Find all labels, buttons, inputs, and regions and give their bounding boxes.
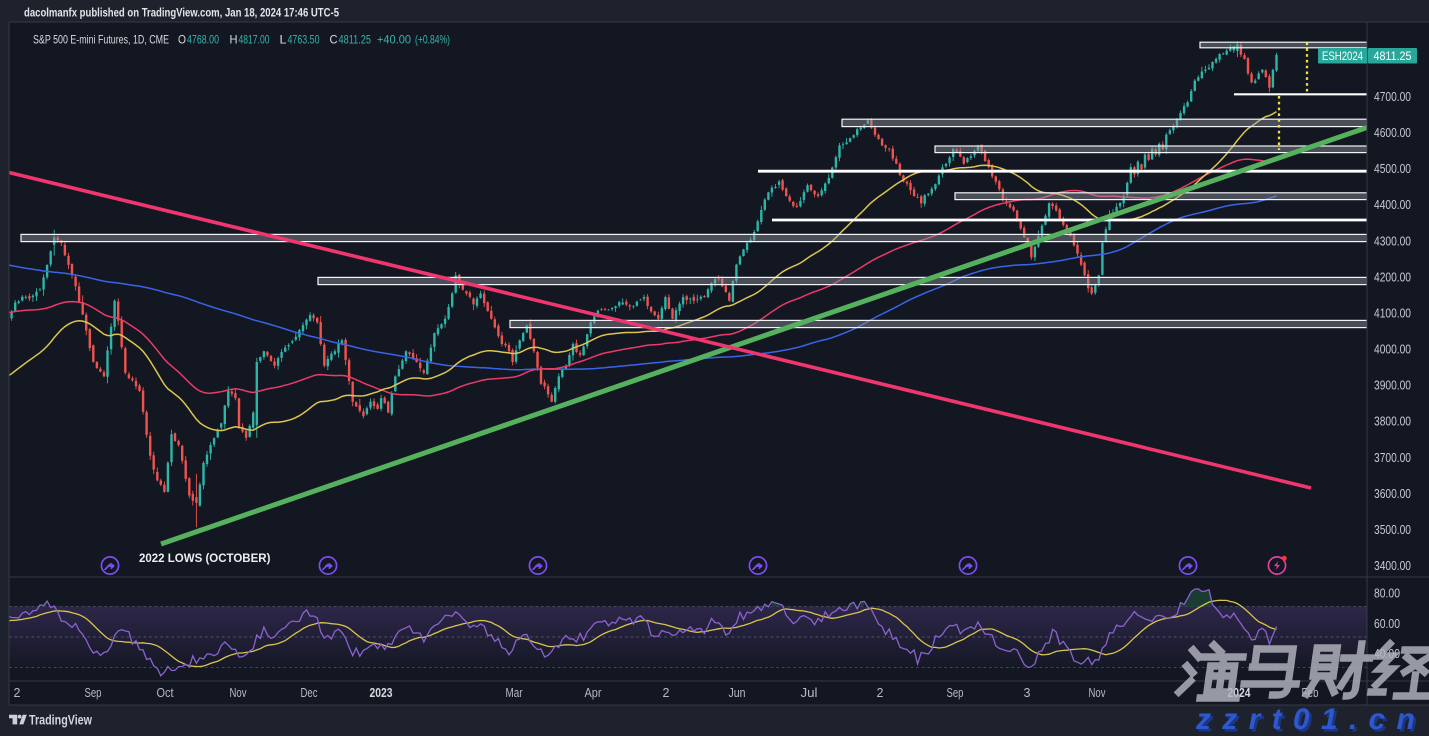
svg-text:dacolmanfx published on Tradin: dacolmanfx published on TradingView.com,… bbox=[24, 6, 339, 20]
svg-text:80.00: 80.00 bbox=[1374, 585, 1400, 600]
svg-text:Dec: Dec bbox=[301, 686, 318, 700]
svg-text:(+0.84%): (+0.84%) bbox=[415, 33, 450, 47]
svg-text:zzrt01.cn: zzrt01.cn bbox=[1195, 703, 1426, 736]
svg-text:4500.00: 4500.00 bbox=[1374, 161, 1411, 176]
svg-text:4817.00: 4817.00 bbox=[239, 33, 270, 47]
svg-text:60.00: 60.00 bbox=[1374, 616, 1400, 631]
svg-text:3400.00: 3400.00 bbox=[1374, 558, 1411, 573]
svg-text:+40.00: +40.00 bbox=[377, 33, 411, 47]
svg-text:Sep: Sep bbox=[947, 686, 964, 700]
svg-text:Apr: Apr bbox=[585, 686, 602, 700]
svg-text:3500.00: 3500.00 bbox=[1374, 522, 1411, 537]
svg-text:4763.50: 4763.50 bbox=[288, 33, 320, 47]
svg-text:3900.00: 3900.00 bbox=[1374, 378, 1411, 393]
svg-text:Mar: Mar bbox=[506, 686, 523, 700]
svg-text:Nov: Nov bbox=[1089, 686, 1107, 700]
svg-text:TradingView: TradingView bbox=[29, 713, 92, 728]
svg-text:2: 2 bbox=[663, 686, 670, 700]
svg-text:2023: 2023 bbox=[370, 686, 393, 700]
svg-text:4400.00: 4400.00 bbox=[1374, 197, 1411, 212]
svg-text:3: 3 bbox=[1024, 686, 1031, 700]
svg-text:S&P 500 E-mini Futures, 1D, CM: S&P 500 E-mini Futures, 1D, CME bbox=[33, 33, 169, 47]
svg-text:3800.00: 3800.00 bbox=[1374, 414, 1411, 429]
svg-text:4811.25: 4811.25 bbox=[1374, 49, 1412, 63]
svg-text:4768.00: 4768.00 bbox=[187, 33, 219, 47]
svg-text:2: 2 bbox=[14, 686, 21, 700]
svg-text:Jun: Jun bbox=[729, 686, 746, 700]
svg-text:C: C bbox=[330, 33, 338, 47]
svg-text:L: L bbox=[280, 33, 287, 47]
svg-text:4811.25: 4811.25 bbox=[339, 33, 372, 47]
svg-text:4300.00: 4300.00 bbox=[1374, 233, 1411, 248]
svg-text:3600.00: 3600.00 bbox=[1374, 486, 1411, 501]
svg-text:4100.00: 4100.00 bbox=[1374, 306, 1411, 321]
svg-text:Sep: Sep bbox=[85, 686, 102, 700]
svg-text:Jul: Jul bbox=[801, 686, 818, 700]
svg-text:4700.00: 4700.00 bbox=[1374, 89, 1411, 104]
svg-text:Oct: Oct bbox=[157, 686, 174, 700]
svg-text:2022 LOWS (OCTOBER): 2022 LOWS (OCTOBER) bbox=[139, 553, 271, 565]
svg-text:Nov: Nov bbox=[230, 686, 248, 700]
svg-text:3700.00: 3700.00 bbox=[1374, 450, 1411, 465]
svg-text:4600.00: 4600.00 bbox=[1374, 125, 1411, 140]
svg-text:ESH2024: ESH2024 bbox=[1322, 49, 1363, 63]
svg-text:O: O bbox=[178, 33, 186, 47]
svg-text:zzrt01.cn: zzrt01.cn bbox=[1198, 706, 1429, 736]
svg-text:2: 2 bbox=[877, 686, 884, 700]
svg-text:4200.00: 4200.00 bbox=[1374, 269, 1411, 284]
svg-text:H: H bbox=[230, 33, 238, 47]
svg-text:4000.00: 4000.00 bbox=[1374, 342, 1411, 357]
